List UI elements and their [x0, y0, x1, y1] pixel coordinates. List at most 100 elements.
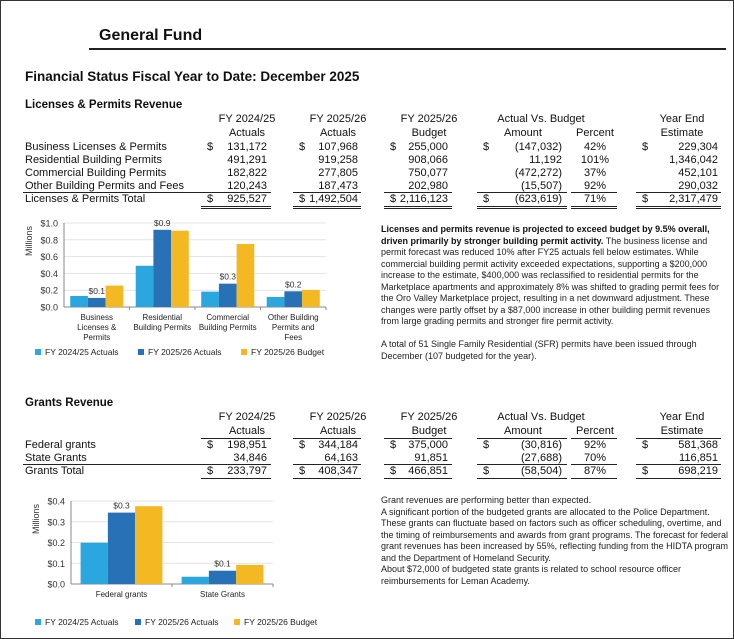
header-rule: [384, 438, 452, 439]
column-header: FY 2025/26: [309, 113, 367, 125]
cell-c3: 2,116,123: [399, 193, 448, 205]
grants-commentary-line: Grant revenues are performing better tha…: [381, 495, 592, 505]
column-header: FY 2025/26: [309, 411, 367, 423]
legend-label: FY 2024/25 Actuals: [45, 617, 119, 627]
column-header: FY 2024/25: [218, 113, 276, 125]
header-rule: [571, 438, 617, 439]
total-rule: [23, 192, 201, 193]
bar: [171, 230, 189, 307]
x-tick-label: State Grants: [200, 590, 245, 599]
total-underline: [477, 478, 567, 479]
cell-pct: 101%: [580, 154, 610, 166]
cell-c2: 344,184: [318, 439, 358, 451]
y-tick-label: $0.4: [47, 497, 65, 507]
x-tick-label: Fees: [284, 333, 302, 342]
cell-c1: 925,527: [227, 193, 267, 205]
cell-ye: 452,101: [678, 167, 718, 179]
total-rule: [384, 192, 452, 193]
y-tick-label: $0.0: [47, 580, 65, 590]
cell-c2: 277,805: [318, 167, 358, 179]
cell-c3: 375,000: [408, 439, 448, 451]
bar: [80, 542, 108, 584]
cell-pct: 92%: [583, 439, 607, 451]
y-tick-label: $0.1: [47, 559, 65, 569]
column-header: Year End: [659, 411, 705, 423]
column-header: FY 2025/26: [400, 113, 458, 125]
total-underline: [384, 206, 452, 207]
x-tick-label: Permits: [83, 333, 110, 342]
x-tick-label: Business: [81, 313, 113, 322]
row-label: Business Licenses & Permits: [25, 141, 167, 153]
column-header: Actuals: [319, 127, 357, 139]
currency-symbol: $: [207, 439, 214, 451]
cell-c3: 908,066: [408, 154, 448, 166]
cell-c2: 408,347: [318, 465, 358, 477]
x-tick-label: Permits and: [272, 323, 315, 332]
licenses-commentary-text: The business license and permit forecast…: [381, 235, 720, 327]
licenses-chart: $0.0 $0.2 $0.4 $0.6 $0.8 $1.0 Millions $0.1 Busi…: [24, 218, 327, 357]
legend-swatch: [135, 619, 141, 625]
header-rule: [636, 438, 721, 439]
total-underline: [384, 478, 452, 479]
currency-symbol: $: [390, 141, 397, 153]
column-header: Actual Vs. Budget: [497, 113, 585, 125]
cell-c1: 491,291: [227, 154, 267, 166]
legend-swatch: [35, 349, 41, 355]
legend-label: FY 2025/26 Actuals: [145, 617, 219, 627]
cell-amt: (623,619): [514, 193, 562, 205]
cell-pct: 71%: [583, 193, 607, 205]
grants-commentary: Grant revenues are performing better tha…: [381, 495, 731, 587]
currency-symbol: $: [207, 141, 214, 153]
bar: [208, 570, 237, 584]
column-header: FY 2025/26: [400, 411, 458, 423]
y-tick-label: $0.8: [40, 235, 58, 245]
legend-label: FY 2025/26 Budget: [251, 347, 325, 357]
row-label: Grants Total: [25, 465, 85, 477]
legend-swatch: [234, 619, 240, 625]
cell-pct: 92%: [583, 180, 607, 192]
currency-symbol: $: [299, 439, 306, 451]
cell-ye: 229,304: [678, 141, 718, 153]
header-rule: [293, 438, 361, 439]
x-tick-label: Building Permits: [199, 323, 257, 332]
column-header: Actuals: [228, 127, 266, 139]
x-tick-label: Licenses &: [77, 323, 117, 332]
y-tick-label: $0.6: [40, 252, 58, 262]
row-label: Residential Building Permits: [25, 154, 162, 166]
cell-ye: 290,032: [678, 180, 718, 192]
bar: [87, 297, 106, 307]
total-rule: [201, 192, 271, 193]
cell-c2: 919,258: [318, 154, 358, 166]
bar: [236, 564, 264, 584]
legend-label: FY 2025/26 Actuals: [148, 347, 222, 357]
cell-ye: 581,368: [678, 439, 718, 451]
total-double-underline: [571, 208, 617, 209]
column-header: Estimate: [660, 127, 704, 139]
page-title: General Fund: [99, 27, 203, 44]
x-tick-label: Building Permits: [133, 323, 191, 332]
cell-amt: (27,688): [521, 452, 562, 464]
cell-c1: 34,846: [233, 452, 267, 464]
column-header: Actuals: [228, 425, 266, 437]
cell-c2: 1,492,504: [309, 193, 358, 205]
total-underline: [571, 206, 617, 207]
bar: [105, 285, 124, 307]
column-header: Estimate: [660, 425, 704, 437]
licenses-commentary-bold: Licenses and permits revenue is projecte…: [381, 224, 710, 246]
bar: [181, 576, 209, 584]
cell-c3: 750,077: [408, 167, 448, 179]
cell-ye: 1,346,042: [669, 154, 718, 166]
column-header: Actual Vs. Budget: [497, 411, 585, 423]
total-rule: [23, 464, 201, 465]
y-axis-label: Millions: [31, 504, 41, 535]
x-tick-label: Residential: [142, 313, 182, 322]
legend-swatch: [35, 619, 41, 625]
total-underline: [571, 478, 617, 479]
cell-c1: 182,822: [227, 167, 267, 179]
column-header: Amount: [504, 127, 542, 139]
column-header: FY 2024/25: [218, 411, 276, 423]
currency-symbol: $: [299, 465, 306, 477]
cell-c3: 255,000: [408, 141, 448, 153]
total-double-underline: [293, 208, 361, 209]
column-header: Percent: [576, 425, 614, 437]
